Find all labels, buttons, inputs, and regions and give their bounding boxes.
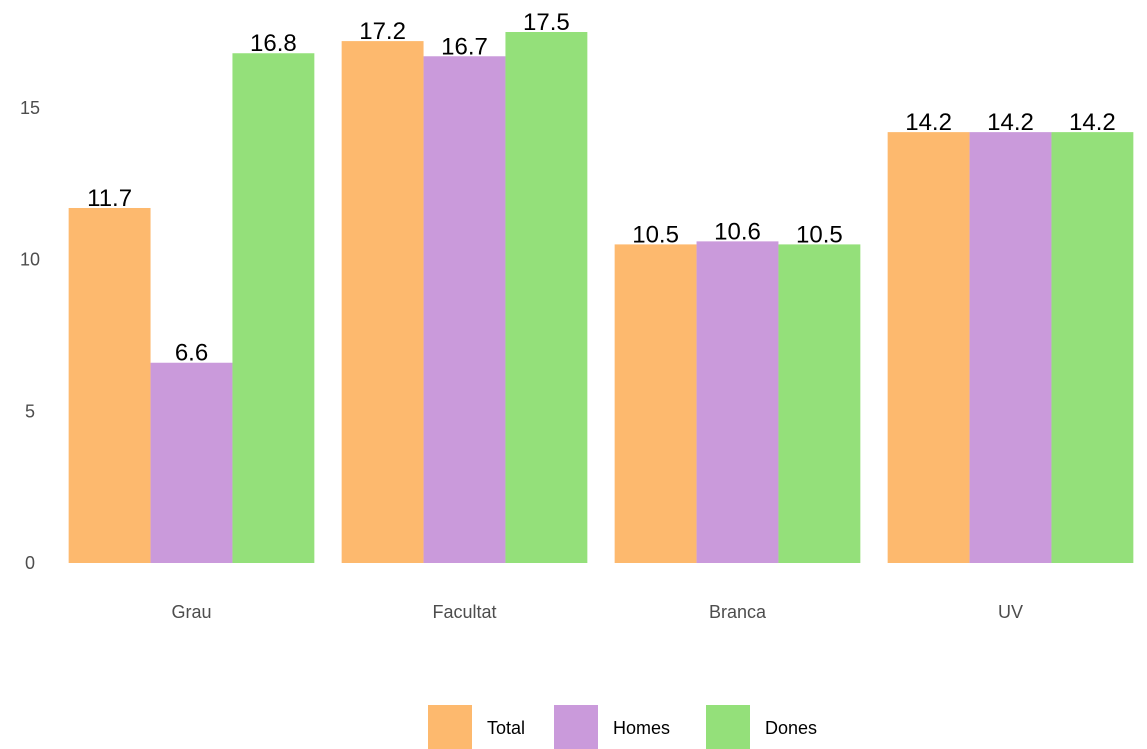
legend-label-dones: Dones (765, 718, 817, 738)
bars (68, 32, 1134, 564)
data-label: 14.2 (905, 109, 952, 136)
bar-homes-uv (969, 132, 1052, 563)
data-label: 16.8 (250, 30, 297, 57)
legend-label-total: Total (487, 718, 525, 738)
data-label: 17.5 (523, 9, 570, 36)
data-label: 14.2 (1069, 109, 1116, 136)
bar-dones-uv (1051, 132, 1134, 563)
bar-total-facultat (341, 41, 424, 564)
y-tick-label: 10 (20, 250, 40, 270)
y-tick-label: 0 (25, 553, 35, 573)
y-tick-label: 5 (25, 401, 35, 421)
bar-total-grau (68, 207, 151, 564)
x-tick-label: Facultat (432, 602, 496, 622)
legend-swatch-dones (706, 705, 750, 749)
legend-swatch-total (428, 705, 472, 749)
bar-total-branca (614, 244, 697, 563)
legend-label-homes: Homes (613, 718, 670, 738)
data-label: 10.5 (632, 221, 679, 248)
bar-total-uv (887, 132, 970, 563)
data-label: 10.6 (714, 218, 761, 245)
x-axis: Grau Facultat Branca UV (171, 602, 1023, 622)
legend-swatch-homes (554, 705, 598, 749)
x-tick-label: UV (998, 602, 1023, 622)
data-label: 14.2 (987, 109, 1034, 136)
data-label: 17.2 (359, 18, 406, 45)
data-label: 6.6 (175, 340, 208, 367)
bar-homes-facultat (423, 56, 506, 564)
legend: Total Homes Dones (428, 705, 817, 749)
bar-dones-grau (232, 53, 315, 564)
y-axis: 0 5 10 15 (20, 98, 40, 573)
bar-homes-branca (696, 241, 779, 563)
data-label: 11.7 (87, 185, 132, 212)
data-labels: 11.7 6.6 16.8 17.2 16.7 17.5 10.5 10.6 10.5 14.2 1… (87, 9, 1116, 367)
x-tick-label: Grau (171, 602, 211, 622)
data-label: 16.7 (441, 33, 488, 60)
bar-dones-facultat (505, 32, 588, 563)
y-tick-label: 15 (20, 98, 40, 118)
bar-homes-grau (150, 362, 233, 563)
data-label: 10.5 (796, 221, 843, 248)
x-tick-label: Branca (709, 602, 767, 622)
bar-dones-branca (778, 244, 861, 563)
